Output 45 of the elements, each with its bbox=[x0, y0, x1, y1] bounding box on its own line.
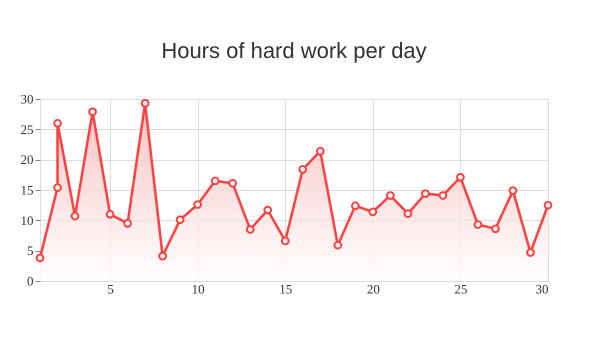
x-tick-label: 25 bbox=[454, 282, 468, 296]
point bbox=[53, 183, 62, 192]
point bbox=[106, 210, 114, 219]
y-tick-label: 5 bbox=[27, 243, 34, 258]
y-tick-label: 30 bbox=[20, 92, 34, 106]
y-tick-label: 0 bbox=[27, 274, 34, 288]
point bbox=[544, 200, 552, 210]
point bbox=[140, 98, 150, 108]
point bbox=[350, 201, 360, 210]
y-tick-label: 20 bbox=[20, 152, 34, 168]
point bbox=[193, 200, 202, 209]
x-tick-label: 20 bbox=[366, 282, 380, 296]
y-tick-label: 25 bbox=[20, 122, 34, 137]
point bbox=[210, 176, 220, 186]
point bbox=[123, 219, 132, 228]
point bbox=[508, 186, 518, 195]
point bbox=[368, 207, 378, 216]
point bbox=[280, 236, 290, 246]
point bbox=[456, 172, 465, 182]
point bbox=[386, 191, 395, 200]
point bbox=[263, 206, 272, 214]
x-tick-label: 5 bbox=[107, 282, 114, 296]
point bbox=[333, 240, 342, 250]
point bbox=[36, 254, 44, 262]
point bbox=[70, 212, 80, 220]
y-tick-label: 15 bbox=[20, 182, 34, 198]
point bbox=[316, 146, 325, 156]
point bbox=[228, 178, 238, 188]
x-tick-label: 15 bbox=[279, 282, 292, 296]
point bbox=[491, 224, 500, 234]
y-tick-label: 10 bbox=[20, 212, 34, 228]
point bbox=[158, 252, 167, 260]
point bbox=[526, 248, 535, 257]
point bbox=[298, 165, 308, 174]
point bbox=[404, 209, 412, 218]
point bbox=[421, 189, 430, 198]
chart-title: Hours of hard work per day bbox=[161, 38, 427, 63]
point bbox=[438, 191, 448, 200]
x-tick-label: 10 bbox=[192, 282, 205, 296]
point bbox=[176, 215, 184, 224]
point bbox=[246, 225, 255, 234]
point bbox=[53, 118, 62, 128]
point bbox=[88, 107, 97, 116]
x-tick-label: 30 bbox=[536, 282, 548, 296]
point bbox=[474, 220, 482, 229]
